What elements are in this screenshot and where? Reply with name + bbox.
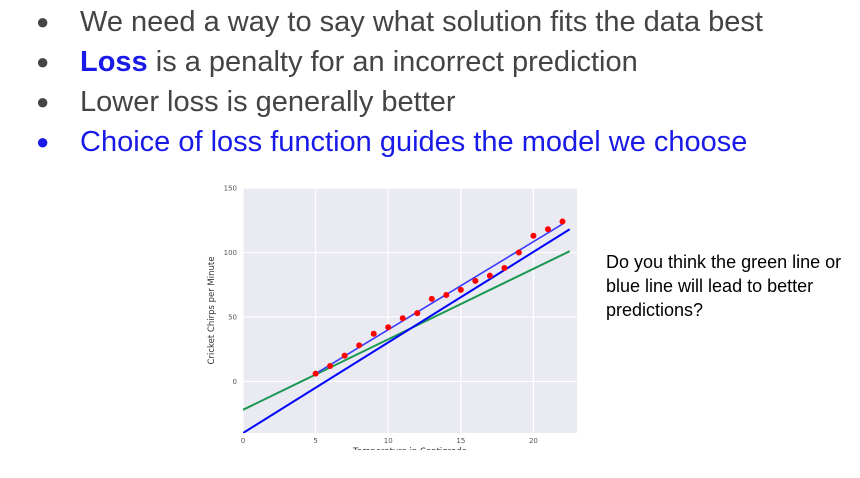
y-tick-label: 150 <box>224 185 237 193</box>
data-point <box>414 310 421 317</box>
data-point <box>399 315 406 322</box>
data-point <box>559 218 566 225</box>
plot-content <box>243 218 571 433</box>
question-text: Do you think the green line or blue line… <box>606 252 842 320</box>
x-tick-label: 15 <box>456 437 465 445</box>
bullet-lower-loss: ● Lower loss is generally better <box>28 82 763 122</box>
bullet-list: ● We need a way to say what solution fits… <box>28 2 763 162</box>
bullet-text: Lower loss is generally better <box>80 86 456 118</box>
bullet-dot-icon: ● <box>36 49 50 74</box>
data-point <box>327 362 334 369</box>
bullet-loss: ● Loss is a penalty for an incorrect pred… <box>28 42 763 82</box>
bullet-strong-term: Loss <box>80 46 148 78</box>
data-point <box>370 330 377 337</box>
data-point <box>428 295 435 302</box>
bullet-text: Choice of loss function guides the model… <box>80 126 748 158</box>
x-tick-label: 0 <box>241 437 245 445</box>
data-point <box>515 249 522 256</box>
data-point <box>457 286 464 293</box>
x-tick-label: 10 <box>384 437 393 445</box>
y-tick-label: 0 <box>233 378 237 386</box>
bullet-dot-icon: ● <box>36 9 50 34</box>
blue-fit-line <box>315 223 563 375</box>
y-axis-label: Cricket Chirps per Minute <box>207 257 217 365</box>
y-tick-label: 100 <box>224 249 237 257</box>
plot-area <box>243 188 577 433</box>
data-point <box>312 370 319 377</box>
scatter-chart: 0 5 10 15 20 0 50 100 150 Temperature in Centigra… <box>207 185 577 450</box>
data-point <box>530 232 537 239</box>
y-tick-label: 50 <box>228 313 237 321</box>
data-point <box>341 352 348 359</box>
bullet-text: is a penalty for an incorrect prediction <box>147 46 638 78</box>
bullet-dot-icon: ● <box>36 89 50 114</box>
bullet-dot-icon: ● <box>36 129 50 154</box>
x-tick-label: 20 <box>529 437 538 445</box>
data-point <box>385 324 392 331</box>
bullet-choice: ● Choice of loss function guides the mode… <box>28 122 763 162</box>
bullet-text: We need a way to say what solution fits … <box>80 6 763 38</box>
x-tick-label: 5 <box>313 437 317 445</box>
data-point <box>472 277 479 284</box>
bullet-fit: ● We need a way to say what solution fits… <box>28 2 763 42</box>
data-point <box>443 292 450 299</box>
data-point <box>486 272 493 279</box>
data-point <box>356 342 363 349</box>
data-point <box>544 226 551 233</box>
data-point <box>501 264 508 271</box>
blue-line <box>243 228 571 433</box>
x-axis-label: Temperature in Centigrade <box>352 447 467 450</box>
